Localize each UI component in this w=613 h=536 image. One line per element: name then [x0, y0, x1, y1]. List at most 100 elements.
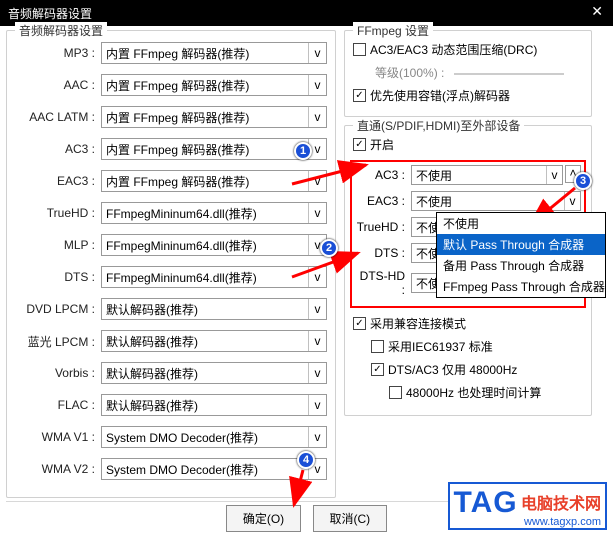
passthrough-row-0: AC3 : 不使用 v — [355, 165, 581, 185]
chevron-down-icon[interactable]: v — [308, 299, 326, 319]
close-icon[interactable]: ✕ — [591, 3, 603, 20]
drc-checkbox[interactable] — [353, 43, 366, 56]
decoder-row-3: AC3 :内置 FFmpeg 解码器(推荐)v — [15, 137, 327, 161]
passthrough-enable[interactable]: ✓ 开启 — [353, 136, 583, 153]
badge-1: 1 — [294, 142, 312, 160]
pt-label: DTS-HD : — [355, 269, 411, 297]
chevron-down-icon[interactable]: v — [308, 427, 326, 447]
dts48-option[interactable]: ✓ DTS/AC3 仅用 48000Hz — [353, 361, 583, 378]
decoder-value: 默认解码器(推荐) — [106, 333, 198, 350]
decoder-select[interactable]: 默认解码器(推荐) v — [101, 298, 327, 320]
iec-checkbox[interactable] — [371, 340, 384, 353]
decoder-select[interactable]: FFmpegMininum64.dll(推荐)v — [101, 234, 327, 256]
decoder-label: MLP : — [15, 238, 101, 252]
badge-4: 4 — [297, 451, 315, 469]
float-option[interactable]: ✓ 优先使用容错(浮点)解码器 — [353, 87, 583, 104]
decoder-row-4: EAC3 :内置 FFmpeg 解码器(推荐)v — [15, 169, 327, 193]
pt-value: 不使用 — [416, 193, 452, 210]
time-checkbox[interactable] — [389, 386, 402, 399]
decoder-value: System DMO Decoder(推荐) — [106, 429, 258, 446]
decoder-label: EAC3 : — [15, 174, 101, 188]
chevron-down-icon[interactable]: v — [308, 331, 326, 351]
decoder-value: 默认解码器(推荐) — [106, 365, 198, 382]
decoder-label: DTS : — [15, 270, 101, 284]
chevron-down-icon[interactable]: v — [308, 203, 326, 223]
decoder-row-10: Vorbis : 默认解码器(推荐) v — [15, 361, 327, 385]
cancel-button[interactable]: 取消(C) — [313, 505, 388, 532]
pt-label: AC3 : — [355, 168, 411, 182]
chevron-down-icon[interactable]: v — [546, 166, 562, 184]
decoder-row-1: AAC :内置 FFmpeg 解码器(推荐)v — [15, 73, 327, 97]
pt-label: TrueHD : — [355, 220, 411, 234]
compat-label: 采用兼容连接模式 — [370, 315, 466, 332]
dropdown-option[interactable]: 不使用 — [437, 213, 605, 234]
chevron-down-icon[interactable]: v — [308, 107, 326, 127]
drc-option[interactable]: AC3/EAC3 动态范围压缩(DRC) — [353, 41, 583, 58]
decoder-row-9: 蓝光 LPCM :默认解码器(推荐)v — [15, 329, 327, 353]
chevron-down-icon[interactable]: v — [308, 75, 326, 95]
decoder-select[interactable]: 内置 FFmpeg 解码器(推荐)v — [101, 42, 327, 64]
decoder-value: 内置 FFmpeg 解码器(推荐) — [106, 109, 249, 126]
pt-select[interactable]: 不使用 v — [411, 165, 563, 185]
decoder-select[interactable]: 内置 FFmpeg 解码器(推荐)v — [101, 170, 327, 192]
decoder-row-5: TrueHD :FFmpegMininum64.dll(推荐)v — [15, 201, 327, 225]
chevron-down-icon[interactable]: v — [564, 192, 580, 210]
chevron-down-icon[interactable]: v — [308, 267, 326, 287]
ok-button[interactable]: 确定(O) — [226, 505, 301, 532]
iec-option[interactable]: 采用IEC61937 标准 — [353, 338, 583, 355]
decoder-select[interactable]: 默认解码器(推荐) v — [101, 330, 327, 352]
pt-label: DTS : — [355, 246, 411, 260]
pt-value: 不使用 — [416, 167, 452, 184]
time-option[interactable]: 48000Hz 也处理时间计算 — [353, 384, 583, 401]
compat-checkbox[interactable]: ✓ — [353, 317, 366, 330]
decoder-select[interactable]: 默认解码器(推荐) v — [101, 362, 327, 384]
decoder-value: System DMO Decoder(推荐) — [106, 461, 258, 478]
decoder-select[interactable]: System DMO Decoder(推荐)v — [101, 458, 327, 480]
pt-select[interactable]: 不使用 v — [411, 191, 581, 211]
decoder-row-2: AAC LATM : 内置 FFmpeg 解码器(推荐) v — [15, 105, 327, 129]
decoder-select[interactable]: FFmpegMininum64.dll(推荐) v — [101, 202, 327, 224]
logo-tag: TAG — [454, 486, 518, 519]
decoder-select[interactable]: FFmpegMininum64.dll(推荐)v — [101, 266, 327, 288]
chevron-down-icon[interactable]: v — [308, 395, 326, 415]
ffmpeg-fieldset: FFmpeg 设置 AC3/EAC3 动态范围压缩(DRC) 等级(100%) … — [344, 30, 592, 117]
decoder-row-6: MLP :FFmpegMininum64.dll(推荐)v — [15, 233, 327, 257]
compat-option[interactable]: ✓ 采用兼容连接模式 — [353, 315, 583, 332]
decoder-label: Vorbis : — [15, 366, 101, 380]
audio-decoder-legend: 音频解码器设置 — [15, 22, 107, 39]
decoder-label: AAC LATM : — [15, 110, 101, 124]
chevron-down-icon[interactable]: v — [308, 43, 326, 63]
chevron-down-icon[interactable]: v — [308, 363, 326, 383]
passthrough-row-1: EAC3 : 不使用 v — [355, 191, 581, 211]
iec-label: 采用IEC61937 标准 — [388, 338, 493, 355]
enable-label: 开启 — [370, 136, 394, 153]
dropdown-option[interactable]: 备用 Pass Through 合成器 — [437, 255, 605, 276]
decoder-row-7: DTS :FFmpegMininum64.dll(推荐)v — [15, 265, 327, 289]
dropdown-option[interactable]: FFmpeg Pass Through 合成器 — [437, 276, 605, 297]
pt-label: EAC3 : — [355, 194, 411, 208]
decoder-value: 默认解码器(推荐) — [106, 397, 198, 414]
decoder-row-0: MP3 :内置 FFmpeg 解码器(推荐)v — [15, 41, 327, 65]
badge-3: 3 — [574, 172, 592, 190]
decoder-row-13: WMA V2 :System DMO Decoder(推荐)v — [15, 457, 327, 481]
watermark-logo: TAG 电脑技术网 www.tagxp.com — [448, 482, 607, 530]
chevron-down-icon[interactable]: v — [308, 171, 326, 191]
eac3-dropdown-list[interactable]: 不使用默认 Pass Through 合成器备用 Pass Through 合成… — [436, 212, 606, 298]
decoder-select[interactable]: 内置 FFmpeg 解码器(推荐) v — [101, 106, 327, 128]
enable-checkbox[interactable]: ✓ — [353, 138, 366, 151]
decoder-value: 默认解码器(推荐) — [106, 301, 198, 318]
drc-level-label: 等级(100%) : — [375, 66, 444, 80]
decoder-select[interactable]: System DMO Decoder(推荐) v — [101, 426, 327, 448]
decoder-label: FLAC : — [15, 398, 101, 412]
decoder-value: 内置 FFmpeg 解码器(推荐) — [106, 141, 249, 158]
decoder-label: WMA V1 : — [15, 430, 101, 444]
passthrough-legend: 直通(S/PDIF,HDMI)至外部设备 — [353, 117, 524, 134]
decoder-row-8: DVD LPCM :默认解码器(推荐)v — [15, 297, 327, 321]
decoder-select[interactable]: 默认解码器(推荐) v — [101, 394, 327, 416]
dts48-checkbox[interactable]: ✓ — [371, 363, 384, 376]
dropdown-option[interactable]: 默认 Pass Through 合成器 — [437, 234, 605, 255]
decoder-select[interactable]: 内置 FFmpeg 解码器(推荐)v — [101, 74, 327, 96]
decoder-value: FFmpegMininum64.dll(推荐) — [106, 205, 257, 222]
float-checkbox[interactable]: ✓ — [353, 89, 366, 102]
drc-slider[interactable] — [454, 73, 564, 75]
